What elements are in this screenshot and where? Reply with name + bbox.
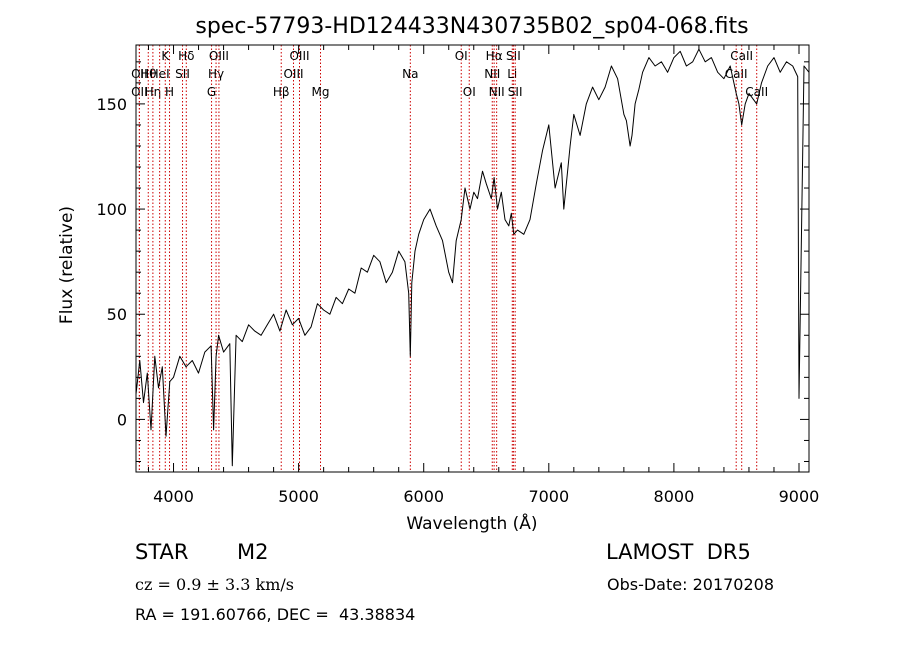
marker-label: HeI bbox=[150, 67, 170, 81]
x-tick-label: 8000 bbox=[654, 487, 695, 506]
object-subclass: M2 bbox=[237, 540, 269, 564]
marker-label: K bbox=[161, 49, 170, 63]
marker-label: Li bbox=[507, 67, 517, 81]
marker-label: SII bbox=[175, 67, 190, 81]
x-tick-label: 4000 bbox=[153, 487, 194, 506]
coordinates: RA = 191.60766, DEC = 43.38834 bbox=[135, 605, 416, 624]
redshift-cz: cz = 0.9 ± 3.3 km/s bbox=[135, 575, 294, 594]
marker-label: OI bbox=[455, 49, 468, 63]
marker-label: Hγ bbox=[208, 67, 224, 81]
plot-frame bbox=[135, 44, 810, 473]
marker-label: NII bbox=[484, 67, 500, 81]
y-tick-label: 100 bbox=[96, 200, 127, 219]
x-tick-label: 7000 bbox=[528, 487, 569, 506]
y-tick-label: 0 bbox=[117, 410, 127, 429]
x-tick-label: 5000 bbox=[278, 487, 319, 506]
y-tick-label: 150 bbox=[96, 95, 127, 114]
marker-label: OII bbox=[131, 67, 148, 81]
marker-label: Hη bbox=[145, 85, 162, 99]
y-axis-label: Flux (relative) bbox=[57, 206, 77, 324]
chart-title: spec-57793-HD124433N430735B02_sp04-068.f… bbox=[195, 14, 748, 39]
marker-label: SII bbox=[508, 85, 523, 99]
marker-label: Hβ bbox=[273, 85, 290, 99]
marker-label: OIII bbox=[283, 67, 303, 81]
marker-label: Mg bbox=[312, 85, 330, 99]
x-tick-label: 9000 bbox=[779, 487, 820, 506]
marker-label: NII bbox=[489, 85, 505, 99]
axes: 4000 5000 6000 7000 8000 9000 0 50 100 150 bbox=[96, 45, 819, 506]
marker-label: Hα bbox=[486, 49, 503, 63]
emission-line-markers: OIIHθOIIHηHeIKHSIIHδGHγOIIIHβOIIIOIIIMgN… bbox=[131, 45, 768, 472]
marker-label: CaII bbox=[730, 49, 753, 63]
marker-label: OIII bbox=[209, 49, 229, 63]
observation-date: Obs-Date: 20170208 bbox=[607, 575, 775, 594]
marker-label: SII bbox=[506, 49, 521, 63]
y-tick-label: 50 bbox=[107, 305, 127, 324]
series-line bbox=[135, 48, 810, 467]
marker-label: Hθ bbox=[140, 67, 156, 81]
marker-label: H bbox=[165, 85, 174, 99]
marker-label: Hδ bbox=[178, 49, 194, 63]
marker-label: Na bbox=[402, 67, 418, 81]
flux-series bbox=[135, 48, 810, 467]
marker-label: OIII bbox=[289, 49, 309, 63]
marker-label: CaII bbox=[745, 85, 768, 99]
survey-release: LAMOST DR5 bbox=[606, 540, 751, 564]
marker-label: G bbox=[207, 85, 216, 99]
x-tick-label: 6000 bbox=[403, 487, 444, 506]
marker-label: OI bbox=[463, 85, 476, 99]
x-axis-label: Wavelength (Å) bbox=[406, 512, 537, 534]
object-type: STAR bbox=[135, 540, 189, 564]
